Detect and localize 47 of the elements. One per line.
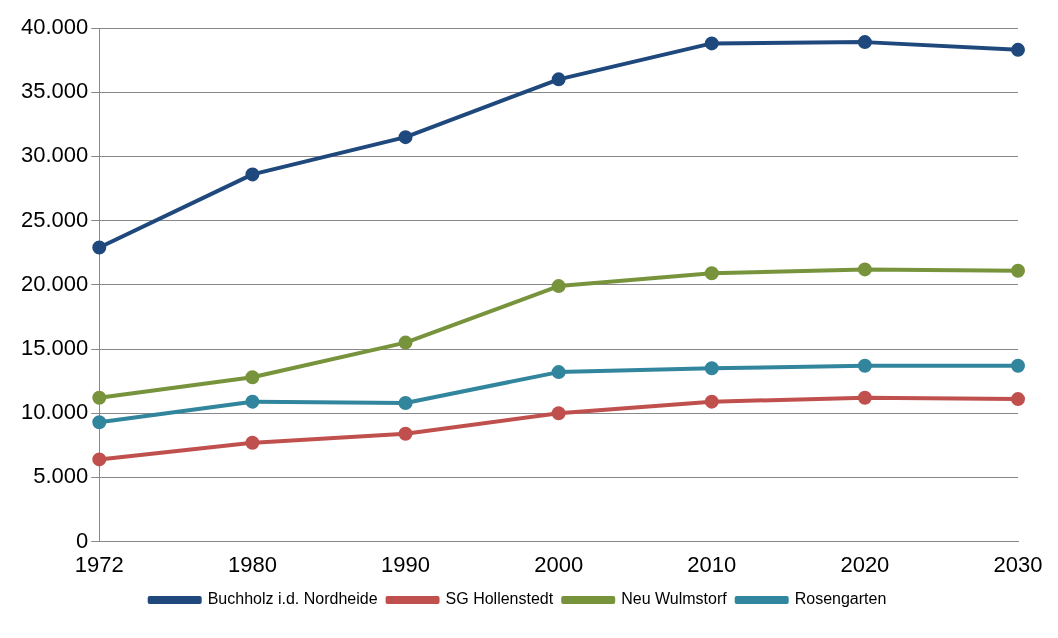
- point: [92, 452, 107, 467]
- x-tick-label: 1972: [74, 551, 124, 577]
- x-tick-label: 2020: [840, 551, 890, 577]
- legend-label: Neu Wulmstorf: [621, 590, 728, 608]
- point: [245, 167, 260, 182]
- point: [857, 390, 872, 405]
- point: [1011, 42, 1025, 57]
- point: [704, 361, 719, 376]
- point: [92, 240, 107, 255]
- y-tick-label: 30.000: [20, 142, 89, 168]
- point: [704, 36, 719, 51]
- point: [551, 365, 566, 380]
- legend-label: Rosengarten: [794, 590, 887, 608]
- point: [1011, 392, 1025, 407]
- point: [92, 390, 107, 405]
- point: [398, 130, 413, 145]
- x-tick-label: 1980: [227, 551, 277, 577]
- point: [857, 262, 872, 277]
- point: [398, 426, 413, 441]
- point: [398, 395, 413, 410]
- y-tick-label: 10.000: [20, 399, 89, 425]
- point: [245, 394, 260, 409]
- y-tick-label: 0: [76, 527, 89, 553]
- point: [551, 72, 566, 87]
- y-tick-label: 20.000: [20, 270, 89, 296]
- point: [704, 266, 719, 281]
- x-tick-label: 2010: [687, 551, 737, 577]
- y-tick-label: 35.000: [20, 78, 89, 104]
- point: [1011, 358, 1025, 373]
- legend-label: Buchholz i.d. Nordheide: [207, 590, 378, 608]
- point: [551, 406, 566, 421]
- y-tick-label: 15.000: [20, 335, 89, 361]
- point: [398, 335, 413, 350]
- point: [704, 394, 719, 409]
- x-tick-label: 2000: [534, 551, 584, 577]
- point: [857, 35, 872, 50]
- x-tick-label: 1990: [381, 551, 430, 577]
- point: [1011, 263, 1025, 278]
- point: [551, 279, 566, 294]
- legend-label: SG Hollenstedt: [445, 590, 554, 608]
- point: [245, 370, 260, 385]
- y-tick-label: 5.000: [33, 463, 89, 489]
- point: [245, 435, 260, 450]
- x-tick-label: 2030: [993, 551, 1043, 577]
- y-tick-label: 25.000: [20, 206, 89, 232]
- y-tick-label: 40.000: [20, 14, 89, 40]
- point: [857, 358, 872, 373]
